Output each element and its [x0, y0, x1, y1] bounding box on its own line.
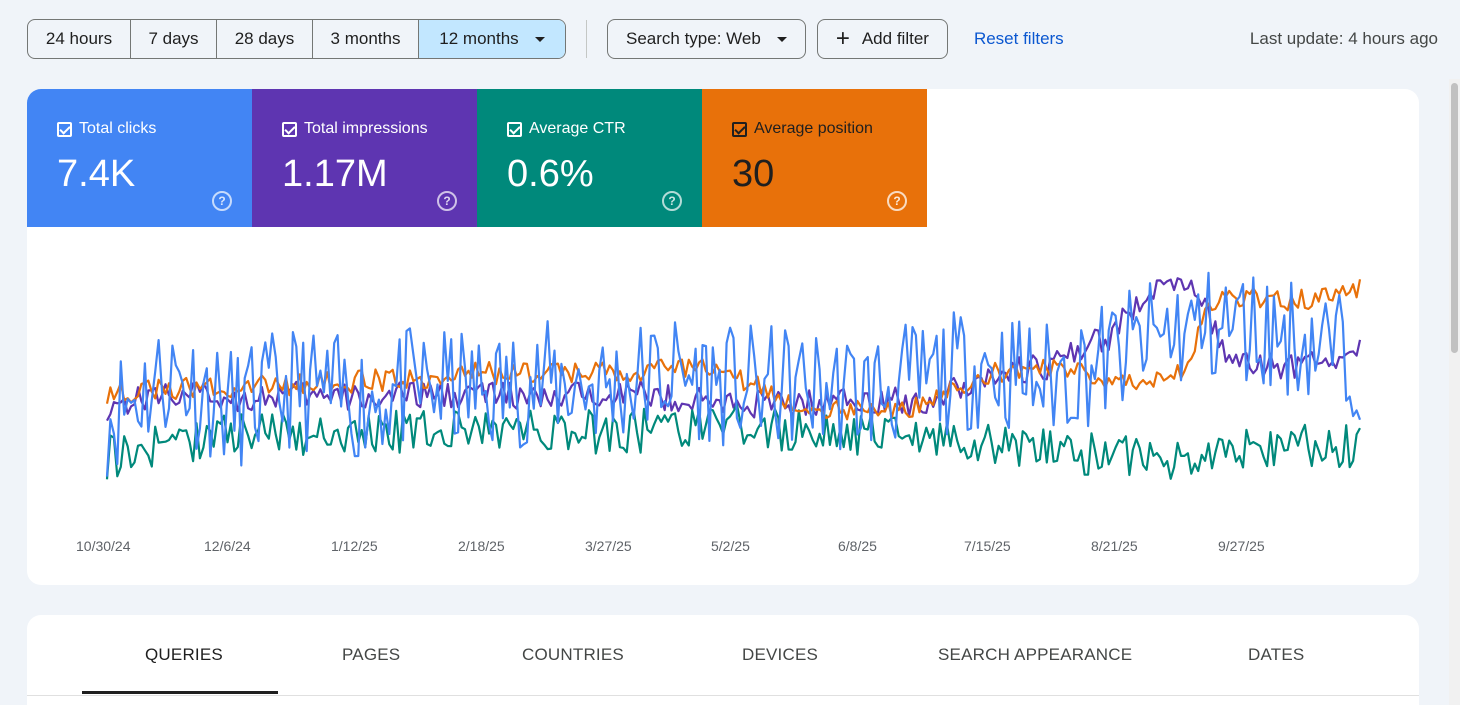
tab-devices[interactable]: DEVICES	[742, 645, 819, 664]
search-type-dropdown[interactable]: Search type: Web	[607, 19, 806, 59]
range-28-days-button[interactable]: 28 days	[217, 20, 313, 58]
series-line-average-position	[105, 279, 1362, 421]
range-label: 12 months	[439, 29, 519, 48]
checkbox-checked-icon[interactable]	[57, 121, 72, 137]
help-icon[interactable]: ?	[662, 191, 682, 211]
reset-filters-link[interactable]: Reset filters	[973, 29, 1064, 48]
x-tick-label: 5/2/25	[711, 538, 750, 554]
range-label: 28 days	[234, 29, 295, 48]
range-12-months-dropdown[interactable]: 12 months	[419, 20, 565, 58]
checkbox-checked-icon[interactable]	[732, 121, 747, 137]
metric-value: 30	[732, 153, 775, 195]
metric-label: Total impressions	[304, 120, 428, 137]
tabs-divider	[27, 695, 1419, 696]
dimension-tabs-card: QUERIES PAGES COUNTRIES DEVICES SEARCH A…	[27, 615, 1419, 705]
metric-value: 7.4K	[57, 153, 136, 195]
metric-total-impressions[interactable]: Total impressions 1.17M ?	[252, 89, 477, 227]
tab-search-appearance[interactable]: SEARCH APPEARANCE	[938, 645, 1133, 664]
help-icon[interactable]: ?	[212, 191, 232, 211]
caret-down-icon	[534, 36, 545, 42]
x-tick-label: 1/12/25	[331, 538, 378, 554]
x-tick-label: 6/8/25	[838, 538, 877, 554]
search-type-label: Search type: Web	[626, 29, 761, 48]
metric-label: Average position	[754, 120, 873, 137]
tab-queries[interactable]: QUERIES	[145, 645, 223, 664]
x-tick-label: 3/27/25	[585, 538, 632, 554]
range-24-hours-button[interactable]: 24 hours	[28, 20, 131, 58]
series-line-total-clicks	[105, 271, 1362, 477]
metric-average-position[interactable]: Average position 30 ?	[702, 89, 927, 227]
page-scrollbar[interactable]	[1449, 79, 1460, 705]
range-label: 7 days	[148, 29, 199, 48]
range-label: 3 months	[330, 29, 401, 48]
date-range-selector: 24 hours 7 days 28 days 3 months 12 mont…	[27, 19, 566, 59]
metric-label: Average CTR	[529, 120, 626, 137]
x-tick-label: 12/6/24	[204, 538, 251, 554]
metric-label: Total clicks	[79, 120, 157, 137]
add-filter-label: Add filter	[861, 29, 929, 48]
toolbar-divider	[586, 20, 587, 58]
plus-icon: +	[835, 25, 850, 52]
tab-countries[interactable]: COUNTRIES	[522, 645, 624, 664]
x-tick-label: 8/21/25	[1091, 538, 1138, 554]
x-tick-label: 10/30/24	[76, 538, 131, 554]
tab-dates[interactable]: DATES	[1248, 645, 1305, 664]
last-update-text: Last update: 4 hours ago	[1249, 29, 1438, 48]
active-tab-indicator	[82, 691, 278, 694]
tab-pages[interactable]: PAGES	[342, 645, 401, 664]
x-tick-label: 2/18/25	[458, 538, 505, 554]
performance-card: Total clicks 7.4K ? Total impressions 1.…	[27, 89, 1419, 585]
checkbox-checked-icon[interactable]	[282, 121, 297, 137]
series-line-average-ctr	[105, 403, 1361, 480]
range-7-days-button[interactable]: 7 days	[131, 20, 217, 58]
performance-line-chart[interactable]: 10/30/24 12/6/24 1/12/25 2/18/25 3/27/25 5/2/…	[27, 227, 1419, 585]
checkbox-checked-icon[interactable]	[507, 121, 522, 137]
metric-total-clicks[interactable]: Total clicks 7.4K ?	[27, 89, 252, 227]
range-3-months-button[interactable]: 3 months	[313, 20, 419, 58]
help-icon[interactable]: ?	[887, 191, 907, 211]
x-tick-label: 7/15/25	[964, 538, 1011, 554]
metric-tiles: Total clicks 7.4K ? Total impressions 1.…	[27, 89, 1419, 227]
metric-value: 1.17M	[282, 153, 388, 195]
add-filter-button[interactable]: + Add filter	[816, 19, 948, 59]
help-icon[interactable]: ?	[437, 191, 457, 211]
metric-value: 0.6%	[507, 153, 594, 195]
x-tick-label: 9/27/25	[1218, 538, 1265, 554]
metric-average-ctr[interactable]: Average CTR 0.6% ?	[477, 89, 702, 227]
caret-down-icon	[776, 36, 787, 42]
filter-toolbar: 24 hours 7 days 28 days 3 months 12 mont…	[27, 19, 1438, 59]
scrollbar-thumb[interactable]	[1451, 83, 1458, 353]
range-label: 24 hours	[45, 29, 113, 48]
